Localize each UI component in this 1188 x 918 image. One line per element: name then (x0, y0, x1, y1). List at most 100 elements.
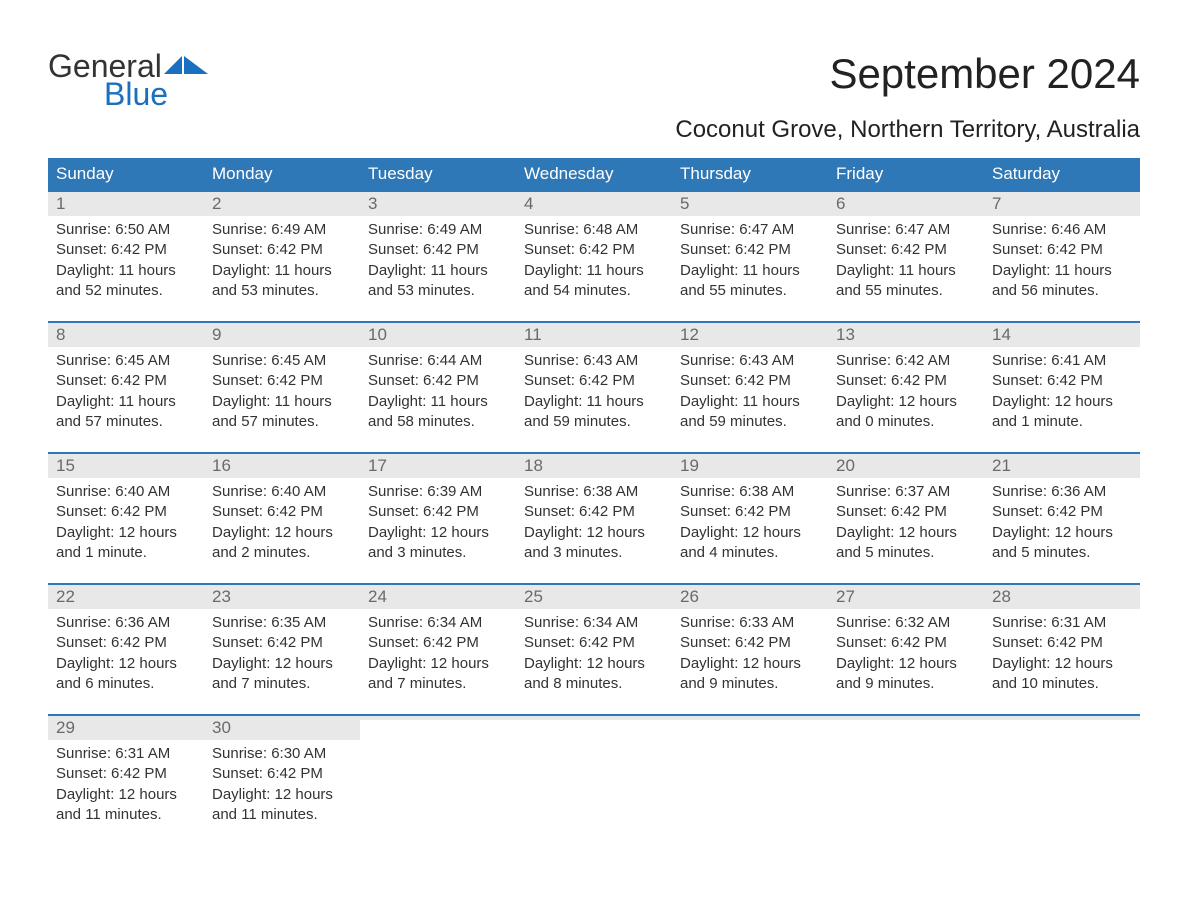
day-number: 9 (204, 323, 360, 347)
day-line-d1: Daylight: 12 hours (680, 654, 820, 674)
calendar-day (516, 716, 672, 831)
day-number: 25 (516, 585, 672, 609)
calendar-header-cell: Wednesday (516, 158, 672, 190)
calendar-day: 7Sunrise: 6:46 AMSunset: 6:42 PMDaylight… (984, 192, 1140, 307)
day-number: 18 (516, 454, 672, 478)
day-line-d2: and 10 minutes. (992, 674, 1132, 694)
calendar-day: 15Sunrise: 6:40 AMSunset: 6:42 PMDayligh… (48, 454, 204, 569)
calendar-day: 20Sunrise: 6:37 AMSunset: 6:42 PMDayligh… (828, 454, 984, 569)
day-line-sr: Sunrise: 6:38 AM (680, 482, 820, 502)
day-line-d1: Daylight: 12 hours (212, 654, 352, 674)
calendar-day: 26Sunrise: 6:33 AMSunset: 6:42 PMDayligh… (672, 585, 828, 700)
day-line-d2: and 53 minutes. (368, 281, 508, 301)
day-number: 16 (204, 454, 360, 478)
day-line-ss: Sunset: 6:42 PM (56, 240, 196, 260)
calendar-day: 18Sunrise: 6:38 AMSunset: 6:42 PMDayligh… (516, 454, 672, 569)
day-line-d1: Daylight: 11 hours (212, 261, 352, 281)
day-number: 30 (204, 716, 360, 740)
day-body: Sunrise: 6:47 AMSunset: 6:42 PMDaylight:… (672, 216, 828, 307)
day-body: Sunrise: 6:41 AMSunset: 6:42 PMDaylight:… (984, 347, 1140, 438)
calendar-header-cell: Sunday (48, 158, 204, 190)
day-line-ss: Sunset: 6:42 PM (56, 633, 196, 653)
calendar-day (360, 716, 516, 831)
day-line-ss: Sunset: 6:42 PM (368, 633, 508, 653)
day-line-d1: Daylight: 11 hours (56, 261, 196, 281)
day-body: Sunrise: 6:49 AMSunset: 6:42 PMDaylight:… (204, 216, 360, 307)
calendar-day: 23Sunrise: 6:35 AMSunset: 6:42 PMDayligh… (204, 585, 360, 700)
day-number: 1 (48, 192, 204, 216)
calendar-week: 29Sunrise: 6:31 AMSunset: 6:42 PMDayligh… (48, 714, 1140, 831)
day-line-sr: Sunrise: 6:46 AM (992, 220, 1132, 240)
day-line-ss: Sunset: 6:42 PM (992, 633, 1132, 653)
day-line-d2: and 11 minutes. (56, 805, 196, 825)
brand-logo: General Blue (48, 50, 210, 110)
day-number: 29 (48, 716, 204, 740)
day-line-ss: Sunset: 6:42 PM (836, 633, 976, 653)
day-line-d2: and 5 minutes. (992, 543, 1132, 563)
day-line-d1: Daylight: 11 hours (212, 392, 352, 412)
calendar-day: 3Sunrise: 6:49 AMSunset: 6:42 PMDaylight… (360, 192, 516, 307)
day-number: 28 (984, 585, 1140, 609)
day-body: Sunrise: 6:39 AMSunset: 6:42 PMDaylight:… (360, 478, 516, 569)
day-body: Sunrise: 6:44 AMSunset: 6:42 PMDaylight:… (360, 347, 516, 438)
day-line-sr: Sunrise: 6:34 AM (368, 613, 508, 633)
calendar-day: 14Sunrise: 6:41 AMSunset: 6:42 PMDayligh… (984, 323, 1140, 438)
day-line-sr: Sunrise: 6:30 AM (212, 744, 352, 764)
day-line-sr: Sunrise: 6:31 AM (992, 613, 1132, 633)
day-line-d1: Daylight: 12 hours (212, 785, 352, 805)
calendar-header-cell: Saturday (984, 158, 1140, 190)
day-line-d1: Daylight: 12 hours (368, 654, 508, 674)
calendar-header-cell: Tuesday (360, 158, 516, 190)
day-line-d1: Daylight: 12 hours (836, 654, 976, 674)
day-body: Sunrise: 6:35 AMSunset: 6:42 PMDaylight:… (204, 609, 360, 700)
day-number: 3 (360, 192, 516, 216)
day-body: Sunrise: 6:40 AMSunset: 6:42 PMDaylight:… (204, 478, 360, 569)
day-line-d2: and 55 minutes. (836, 281, 976, 301)
day-body: Sunrise: 6:42 AMSunset: 6:42 PMDaylight:… (828, 347, 984, 438)
day-line-ss: Sunset: 6:42 PM (836, 371, 976, 391)
day-body: Sunrise: 6:48 AMSunset: 6:42 PMDaylight:… (516, 216, 672, 307)
day-line-sr: Sunrise: 6:36 AM (992, 482, 1132, 502)
day-line-d2: and 59 minutes. (680, 412, 820, 432)
day-line-ss: Sunset: 6:42 PM (56, 764, 196, 784)
day-line-sr: Sunrise: 6:45 AM (56, 351, 196, 371)
day-line-d2: and 53 minutes. (212, 281, 352, 301)
day-line-d2: and 5 minutes. (836, 543, 976, 563)
day-body: Sunrise: 6:38 AMSunset: 6:42 PMDaylight:… (516, 478, 672, 569)
day-number: 7 (984, 192, 1140, 216)
day-number (516, 716, 672, 720)
day-line-ss: Sunset: 6:42 PM (212, 502, 352, 522)
calendar-week: 8Sunrise: 6:45 AMSunset: 6:42 PMDaylight… (48, 321, 1140, 438)
day-number (984, 716, 1140, 720)
day-line-d1: Daylight: 12 hours (524, 523, 664, 543)
day-line-ss: Sunset: 6:42 PM (524, 633, 664, 653)
day-line-sr: Sunrise: 6:44 AM (368, 351, 508, 371)
day-number: 14 (984, 323, 1140, 347)
day-line-sr: Sunrise: 6:32 AM (836, 613, 976, 633)
calendar-week: 22Sunrise: 6:36 AMSunset: 6:42 PMDayligh… (48, 583, 1140, 700)
calendar-header-cell: Monday (204, 158, 360, 190)
calendar-day: 4Sunrise: 6:48 AMSunset: 6:42 PMDaylight… (516, 192, 672, 307)
day-number: 22 (48, 585, 204, 609)
day-line-d2: and 58 minutes. (368, 412, 508, 432)
day-line-ss: Sunset: 6:42 PM (212, 764, 352, 784)
day-line-d2: and 11 minutes. (212, 805, 352, 825)
day-line-d1: Daylight: 11 hours (368, 261, 508, 281)
day-body: Sunrise: 6:40 AMSunset: 6:42 PMDaylight:… (48, 478, 204, 569)
page-title: September 2024 (829, 50, 1140, 98)
day-body: Sunrise: 6:36 AMSunset: 6:42 PMDaylight:… (48, 609, 204, 700)
day-line-ss: Sunset: 6:42 PM (212, 633, 352, 653)
day-body: Sunrise: 6:50 AMSunset: 6:42 PMDaylight:… (48, 216, 204, 307)
day-number: 24 (360, 585, 516, 609)
day-line-d1: Daylight: 12 hours (56, 523, 196, 543)
calendar-day: 16Sunrise: 6:40 AMSunset: 6:42 PMDayligh… (204, 454, 360, 569)
day-body: Sunrise: 6:37 AMSunset: 6:42 PMDaylight:… (828, 478, 984, 569)
day-line-sr: Sunrise: 6:42 AM (836, 351, 976, 371)
day-body: Sunrise: 6:32 AMSunset: 6:42 PMDaylight:… (828, 609, 984, 700)
day-line-d2: and 59 minutes. (524, 412, 664, 432)
day-line-d1: Daylight: 12 hours (836, 523, 976, 543)
day-line-d2: and 57 minutes. (212, 412, 352, 432)
calendar-day: 24 Sunrise: 6:34 AMSunset: 6:42 PMDayligh… (360, 585, 516, 700)
day-body: Sunrise: 6:49 AMSunset: 6:42 PMDaylight:… (360, 216, 516, 307)
day-line-sr: Sunrise: 6:49 AM (212, 220, 352, 240)
